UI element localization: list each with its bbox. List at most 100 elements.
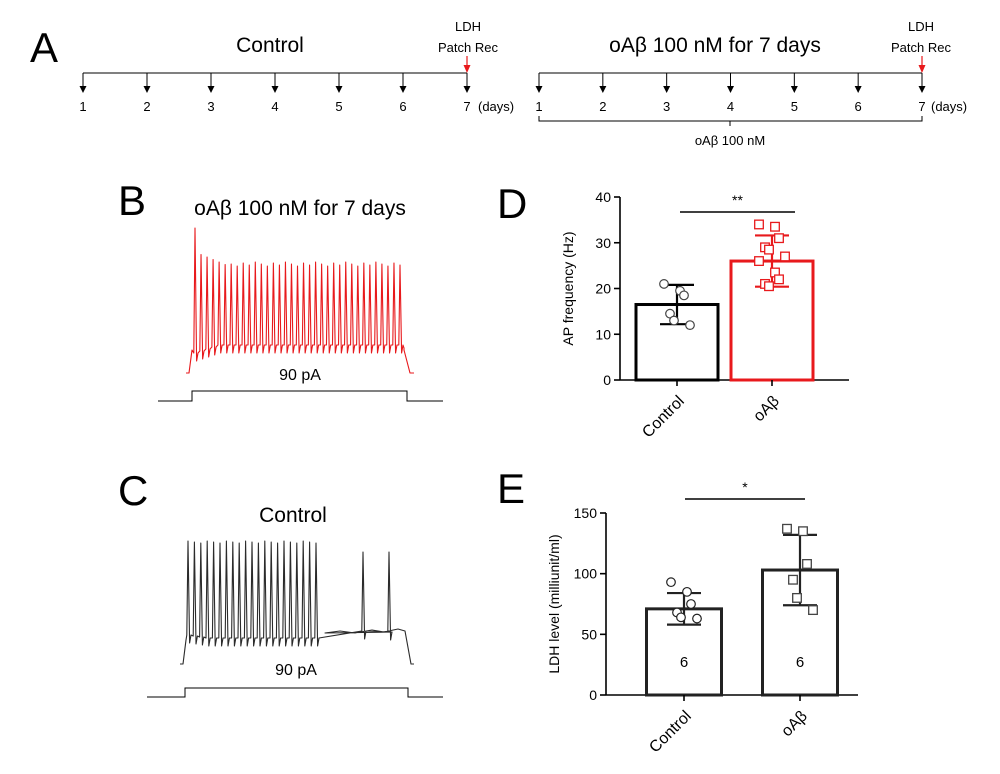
chart-d-category-label: oAβ xyxy=(750,393,782,425)
timeline-treated: oAβ 100 nM for 7 days LDH Patch Rec (day… xyxy=(535,19,967,148)
chart-d-data-point xyxy=(774,274,784,285)
chart-d-data-point xyxy=(685,320,695,331)
timeline-control-day-label: 4 xyxy=(271,99,278,114)
panel-letter-e: E xyxy=(497,465,525,512)
panel-letter-a: A xyxy=(30,24,58,71)
timeline-control: Control LDH Patch Rec (days) 1 2 3 4 5 6 7 xyxy=(79,19,514,114)
timeline-control-day-arrow xyxy=(79,86,87,93)
chart-d-y-tick-label: 0 xyxy=(603,372,611,388)
chart-e-n-label: 6 xyxy=(796,654,804,671)
chart-d-significance-label: ** xyxy=(732,192,743,208)
timeline-treated-day-arrow xyxy=(854,86,862,93)
chart-e-data-point xyxy=(666,577,676,588)
timeline-control-title: Control xyxy=(236,34,304,57)
chart-e-data-point xyxy=(782,523,792,534)
timeline-treated-day-label: 7 xyxy=(918,99,925,114)
chart-e-data-point xyxy=(808,605,818,616)
timeline-control-day-arrow xyxy=(335,86,343,93)
chart-d-data-point xyxy=(754,219,764,230)
timeline-treated-day-label: 6 xyxy=(855,99,862,114)
trace-control-title: Control xyxy=(259,504,327,527)
chart-d-y-tick-label: 30 xyxy=(595,235,611,251)
chart-e-data-point xyxy=(676,612,686,623)
timeline-treated-unit: (days) xyxy=(931,99,967,114)
chart-e-category-label: oAβ xyxy=(778,708,810,740)
timeline-control-day-label: 5 xyxy=(335,99,342,114)
timeline-treated-day-label: 1 xyxy=(535,99,542,114)
chart-e-data-point xyxy=(798,526,808,537)
chart-e-significance-label: * xyxy=(742,479,748,495)
timeline-control-day-arrow xyxy=(399,86,407,93)
chart-e-y-tick-label: 150 xyxy=(574,505,598,521)
timeline-treated-day-label: 2 xyxy=(599,99,606,114)
timeline-control-marker-line2: Patch Rec xyxy=(438,40,498,55)
chart-e-data-point xyxy=(682,586,692,597)
chart-e-y-tick-label: 50 xyxy=(581,626,597,642)
timeline-control-day-label: 1 xyxy=(79,99,86,114)
stimulus-step-control xyxy=(147,687,443,698)
stimulus-label-control: 90 pA xyxy=(275,662,317,679)
timeline-control-marker-line1: LDH xyxy=(455,19,481,34)
timeline-control-day-arrow xyxy=(207,86,215,93)
timeline-treated-day-label: 4 xyxy=(727,99,734,114)
chart-d-y-tick-label: 10 xyxy=(595,326,611,342)
chart-d-data-point xyxy=(774,233,784,244)
chart-d-y-tick-label: 40 xyxy=(595,189,611,205)
chart-d-data-point xyxy=(679,290,689,301)
chart-d-data-point xyxy=(659,279,669,289)
timeline-treated-marker-arrow xyxy=(918,65,926,73)
trace-treated-voltage xyxy=(186,227,414,374)
chart-d-data-point xyxy=(764,244,774,255)
chart-e-data-point xyxy=(802,559,812,569)
chart-e-data-point xyxy=(792,592,802,603)
timeline-treated-day-arrow xyxy=(727,86,734,93)
panel-letter-c: C xyxy=(118,467,148,514)
trace-control-voltage xyxy=(180,540,414,665)
chart-e-n-label: 6 xyxy=(680,654,688,671)
timeline-control-day-arrow xyxy=(463,86,471,93)
timeline-treated-day-label: 3 xyxy=(663,99,670,114)
trace-treated: oAβ 100 nM for 7 days 90 pA xyxy=(158,197,443,402)
timeline-treated-day-arrow xyxy=(535,86,543,93)
timeline-treated-title: oAβ 100 nM for 7 days xyxy=(609,34,821,57)
treatment-bracket-label: oAβ 100 nM xyxy=(695,133,765,148)
chart-ldh-level: 0 50 100 150 LDH level (milliunit/ml) Control… xyxy=(546,479,858,756)
panel-letter-b: B xyxy=(118,177,146,224)
timeline-treated-day-arrow xyxy=(918,86,926,93)
timeline-control-day-label: 2 xyxy=(143,99,150,114)
chart-e-y-axis-label: LDH level (milliunit/ml) xyxy=(546,534,562,673)
timeline-treated-marker-line1: LDH xyxy=(908,19,934,34)
trace-treated-title: oAβ 100 nM for 7 days xyxy=(194,197,406,220)
timeline-control-day-label: 6 xyxy=(399,99,406,114)
timeline-treated-day-label: 5 xyxy=(791,99,798,114)
stimulus-step-treated xyxy=(158,390,443,402)
chart-d-data-point xyxy=(770,221,780,232)
trace-control: Control 90 pA xyxy=(147,504,443,698)
chart-d-y-axis-label: AP frequency (Hz) xyxy=(560,231,576,345)
chart-d-data-point xyxy=(754,256,764,267)
timeline-treated-day-arrow xyxy=(599,86,607,93)
chart-e-y-tick-label: 100 xyxy=(574,566,598,582)
chart-e-data-point xyxy=(788,574,798,585)
chart-e-category-label: Control xyxy=(646,708,694,756)
timeline-treated-day-arrow xyxy=(663,86,671,93)
chart-e-data-point xyxy=(686,599,696,609)
chart-e-y-tick-label: 0 xyxy=(589,687,597,703)
timeline-control-marker-arrow xyxy=(463,65,471,73)
chart-d-data-point xyxy=(764,281,774,292)
timeline-control-unit: (days) xyxy=(478,99,514,114)
timeline-control-day-label: 3 xyxy=(207,99,214,114)
chart-e-data-point xyxy=(692,613,702,624)
timeline-treated-day-arrow xyxy=(790,86,798,93)
panel-letter-d: D xyxy=(497,180,527,227)
chart-d-data-point xyxy=(780,251,790,262)
chart-d-data-point xyxy=(669,315,679,326)
timeline-treated-marker-line2: Patch Rec xyxy=(891,40,951,55)
chart-d-y-tick-label: 20 xyxy=(595,281,611,297)
stimulus-label-treated: 90 pA xyxy=(279,367,321,384)
treatment-bracket xyxy=(538,116,923,126)
timeline-control-day-label: 7 xyxy=(463,99,470,114)
chart-d-category-label: Control xyxy=(639,393,687,441)
timeline-control-day-arrow xyxy=(143,86,151,93)
